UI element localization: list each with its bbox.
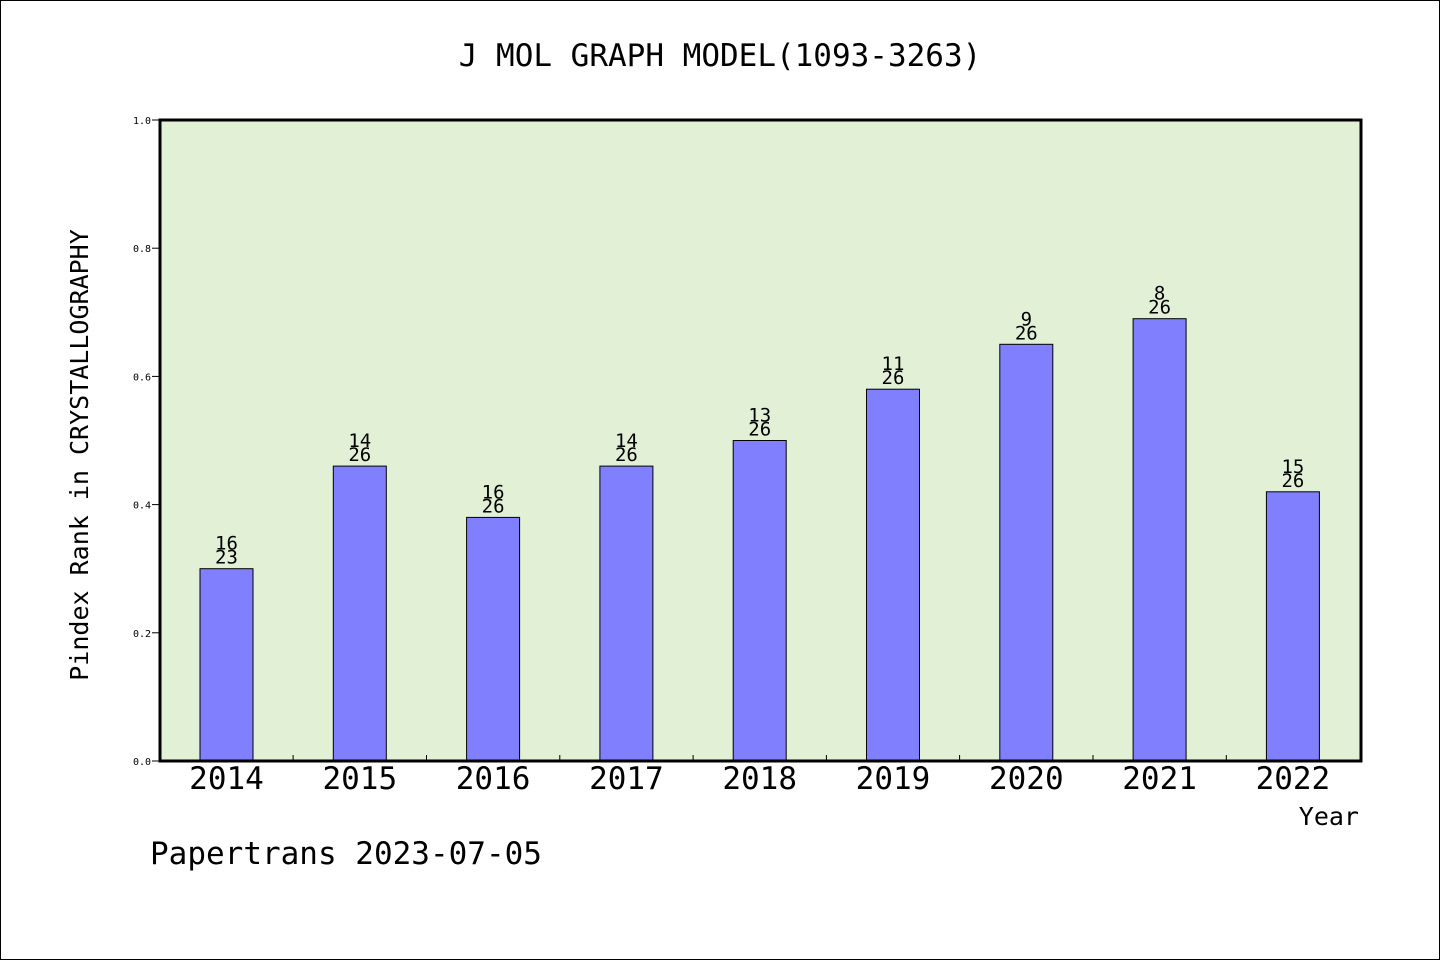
bar-2021	[1132, 318, 1187, 762]
y-ticks-group: 0.0 0.2 0.4 0.6 0.8 1.0	[133, 116, 160, 768]
x-tick-label-2016: 2016	[456, 761, 531, 797]
footer-text: Papertrans 2023-07-05	[150, 836, 542, 872]
x-tick-label-2015: 2015	[322, 761, 397, 797]
data-label-total-2019: 26	[882, 367, 905, 389]
y-axis-label: Pindex Rank in CRYSTALLOGRAPHY	[65, 229, 94, 681]
data-label-total-2020: 26	[1015, 322, 1038, 344]
x-tick-label-2014: 2014	[189, 761, 264, 797]
x-tick-label-2022: 2022	[1256, 761, 1331, 797]
y-tick-label: 0.2	[133, 629, 151, 640]
x-tick-label-2019: 2019	[856, 761, 931, 797]
x-axis-label: Year	[1299, 802, 1359, 831]
x-tick-label-2020: 2020	[989, 761, 1064, 797]
data-label-rank-2019: 11	[882, 353, 905, 375]
bars-group	[199, 318, 1320, 762]
bar-2022	[1265, 491, 1320, 762]
x-tick-label-2017: 2017	[589, 761, 664, 797]
bar-2017	[599, 465, 654, 762]
bar-2015	[332, 465, 387, 762]
y-tick-label: 1.0	[133, 116, 151, 127]
y-tick-label: 0.0	[133, 757, 151, 768]
data-label-total-2016: 26	[482, 495, 505, 517]
bar-2014	[199, 568, 254, 762]
x-ticks-group: 2014 2015 2016 2017 2018 2019 2020 2021 2022	[189, 755, 1330, 797]
y-tick-label: 0.6	[133, 372, 151, 383]
data-label-total-2017: 26	[615, 444, 638, 466]
x-tick-label-2021: 2021	[1122, 761, 1197, 797]
data-label-rank-2021: 8	[1154, 283, 1165, 305]
data-label-rank-2015: 14	[348, 430, 371, 452]
y-tick-label: 0.4	[133, 501, 151, 512]
data-label-total-2022: 26	[1281, 470, 1304, 492]
bar-2016	[466, 516, 521, 762]
data-label-total-2015: 26	[348, 444, 371, 466]
y-tick-label: 0.8	[133, 244, 151, 255]
data-label-rank-2014: 16	[215, 533, 238, 555]
bar-2018	[732, 440, 787, 762]
data-label-total-2021: 26	[1148, 297, 1171, 319]
data-label-rank-2017: 14	[615, 430, 638, 452]
bar-2020	[999, 343, 1054, 762]
data-label-total-2014: 23	[215, 547, 238, 569]
chart-title: J MOL GRAPH MODEL(1093-3263)	[459, 38, 982, 74]
plot-border	[158, 118, 1363, 763]
data-label-rank-2022: 15	[1281, 456, 1304, 478]
data-label-total-2018: 26	[748, 419, 771, 441]
data-label-rank-2016: 16	[482, 481, 505, 503]
bar-2019	[866, 388, 920, 762]
x-tick-label-2018: 2018	[722, 761, 797, 797]
data-label-rank-2018: 13	[748, 405, 771, 427]
data-label-rank-2020: 9	[1021, 308, 1032, 330]
